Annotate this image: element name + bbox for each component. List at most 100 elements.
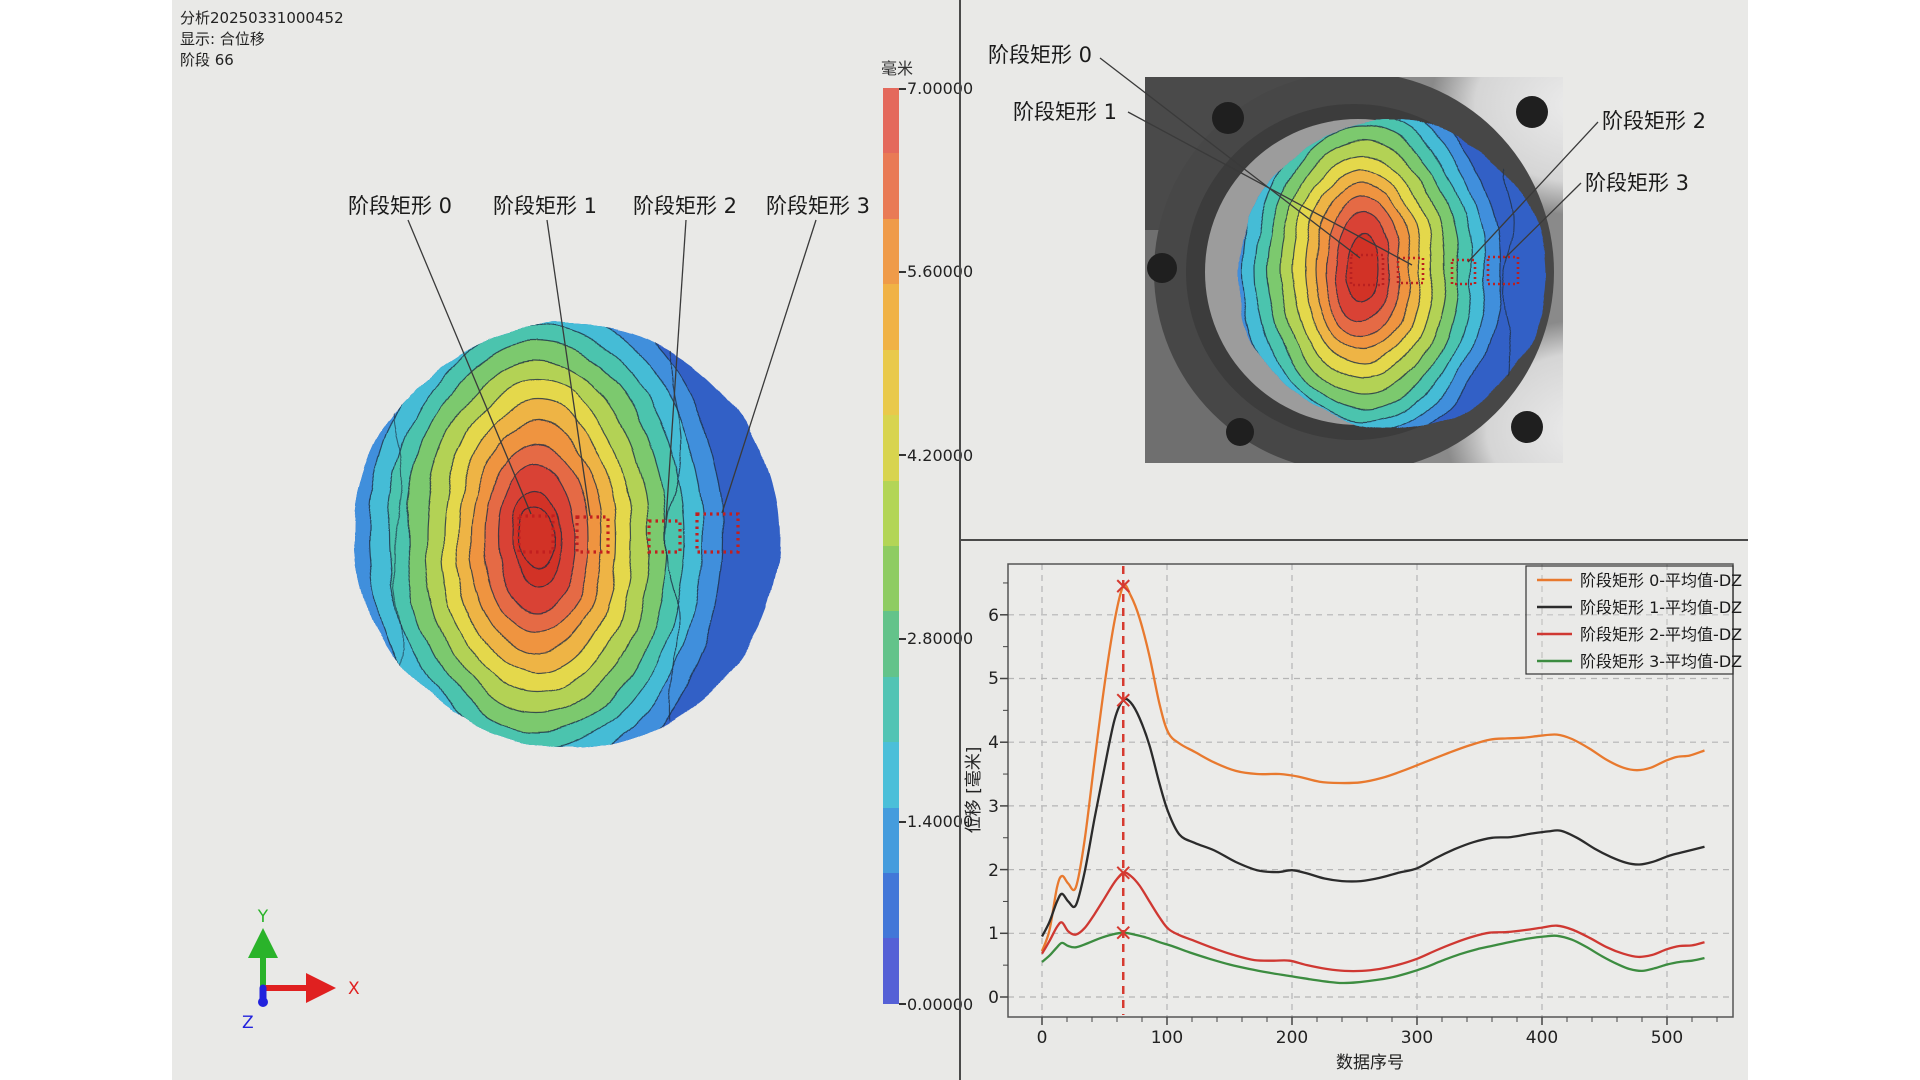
roi-rect-0[interactable]: [517, 514, 555, 554]
x-tick-200: 200: [1276, 1028, 1308, 1048]
chart-curves: [1040, 583, 1705, 985]
roi-rectangles-left[interactable]: [517, 512, 740, 554]
color-scale-segment: [883, 218, 899, 285]
cam-roi-rect-2[interactable]: [1450, 258, 1477, 286]
chart-legend[interactable]: 阶段矩形 0-平均值-DZ 阶段矩形 1-平均值-DZ 阶段矩形 2-平均值-D…: [1525, 565, 1742, 675]
contour-line: [456, 402, 618, 674]
contour-line: [1267, 126, 1459, 410]
coordinate-triad: Y X Z: [242, 907, 360, 1033]
roi-rectangles-camera[interactable]: [1349, 253, 1520, 287]
x-tick-labels: 0 100 200 300 400 500: [1037, 1028, 1684, 1048]
color-scale-segment: [883, 873, 899, 939]
contour-line: [1345, 234, 1381, 302]
legend-label-0[interactable]: 阶段矩形 0-平均值-DZ: [1580, 571, 1742, 590]
y-tick-1: 1: [988, 924, 999, 944]
camera-image-view[interactable]: 阶段矩形 0 阶段矩形 1 阶段矩形 2 阶段矩形 3: [960, 0, 1748, 540]
color-scale-segment: [883, 349, 899, 416]
cam-roi-label-2: 阶段矩形 2: [1602, 109, 1706, 133]
contour-line: [355, 324, 726, 748]
x-axis-title: 数据序号: [1336, 1053, 1404, 1073]
color-scale-label-5: 0.00000: [907, 995, 974, 1014]
contour-line: [1334, 213, 1392, 323]
discontinuity-lines: [393, 324, 683, 748]
series-line-2[interactable]: [1041, 871, 1705, 973]
contour-line: [498, 462, 576, 614]
roi-label-3: 阶段矩形 3: [766, 194, 870, 218]
color-scale-segment: [883, 153, 899, 219]
color-scale-tick: [899, 88, 906, 90]
legend-label-3[interactable]: 阶段矩形 3-平均值-DZ: [1580, 652, 1742, 671]
stage-number: 阶段 66: [180, 51, 234, 69]
specimen-contour-map: [355, 324, 779, 748]
y-tick-labels: 0 1 2 3 4 5 6: [988, 606, 999, 1008]
camera-photo: [1145, 77, 1563, 463]
roi-label-1: 阶段矩形 1: [493, 194, 597, 218]
color-scale-segment: [883, 611, 899, 677]
x-tick-100: 100: [1151, 1028, 1183, 1048]
camera-contour-overlay: [1237, 122, 1547, 428]
color-scale-tick: [899, 1003, 906, 1005]
color-scale-label-2: 4.20000: [907, 446, 974, 465]
leader-lines-left: [407, 219, 817, 521]
color-scale-label-3: 2.80000: [907, 629, 974, 648]
z-axis-label: Z: [242, 1013, 254, 1033]
roi-label-0: 阶段矩形 0: [348, 194, 452, 218]
color-scale-segment: [883, 676, 899, 743]
roi-rect-3[interactable]: [695, 512, 740, 554]
color-scale-tick: [899, 638, 906, 640]
color-scale-segment: [883, 284, 899, 350]
cam-roi-label-0: 阶段矩形 0: [988, 43, 1092, 67]
color-scale-unit: 毫米: [881, 59, 914, 78]
color-scale-label-0: 7.00000: [907, 79, 974, 98]
legend-label-1[interactable]: 阶段矩形 1-平均值-DZ: [1580, 598, 1742, 617]
z-axis-dot: [258, 997, 268, 1007]
leader-lines-camera: [1099, 57, 1599, 266]
contour-line: [1292, 155, 1434, 381]
contour-line: [1304, 169, 1422, 367]
color-scale-label-4: 1.40000: [907, 812, 974, 831]
analysis-info: 分析20250331000452 显示: 合位移 阶段 66: [180, 8, 344, 71]
contour-line: [1254, 122, 1472, 422]
y-tick-2: 2: [988, 861, 999, 881]
contour-line: [470, 422, 604, 654]
legend-label-2[interactable]: 阶段矩形 2-平均值-DZ: [1580, 625, 1742, 644]
panel-divider-horizontal: [960, 539, 1748, 541]
series-line-1[interactable]: [1040, 697, 1705, 938]
cam-roi-rect-3[interactable]: [1486, 255, 1520, 286]
y-tick-5: 5: [988, 669, 999, 689]
y-tick-0: 0: [988, 988, 999, 1008]
color-scale-bar: [883, 88, 899, 1004]
color-scale-tick: [899, 454, 906, 456]
color-scale-segment: [883, 938, 899, 1004]
analysis-id: 分析20250331000452: [180, 9, 344, 27]
cam-roi-label-3: 阶段矩形 3: [1585, 171, 1689, 195]
series-line-0[interactable]: [1040, 583, 1705, 952]
roi-rect-1[interactable]: [575, 515, 610, 554]
roi-label-2: 阶段矩形 2: [633, 194, 737, 218]
contour-band: [513, 490, 561, 586]
color-scale-segment: [883, 415, 899, 481]
y-tick-3: 3: [988, 797, 999, 817]
contour-line: [1314, 183, 1412, 353]
contour-line: [369, 324, 705, 748]
chart-cursor[interactable]: [1116, 566, 1130, 1015]
series-line-3[interactable]: [1041, 931, 1705, 985]
y-tick-6: 6: [988, 606, 999, 626]
color-scale-segment: [883, 807, 899, 874]
peak-marker-x: [1116, 866, 1130, 880]
peak-marker-x: [1116, 693, 1130, 707]
cam-roi-rect-0[interactable]: [1349, 253, 1385, 287]
plot-border: [1007, 563, 1734, 1018]
y-axis-label: Y: [257, 907, 269, 927]
x-tick-300: 300: [1401, 1028, 1433, 1048]
contour-line: [484, 442, 590, 634]
contour-3d-view[interactable]: 阶段矩形 0 阶段矩形 1 阶段矩形 2 阶段矩形 3 Y X Z: [0, 0, 960, 1080]
y-axis-title: 位移 [毫米]: [964, 747, 984, 834]
y-tick-4: 4: [988, 733, 999, 753]
displacement-chart[interactable]: 0 100 200 300 400 500 0 1 2 3 4 5 6 数据序号…: [960, 540, 1748, 1080]
peak-marker-x: [1116, 925, 1130, 940]
color-scale-tick: [899, 821, 906, 823]
contour-line: [441, 382, 633, 694]
roi-rect-2[interactable]: [647, 519, 682, 554]
